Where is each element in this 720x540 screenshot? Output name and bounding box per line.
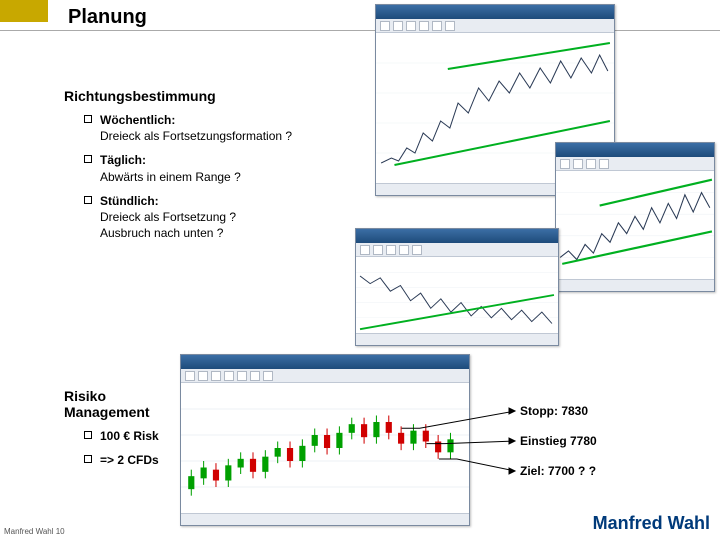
chart-statusbar [181,513,469,525]
toolbar-icon[interactable] [573,159,583,169]
toolbar-icon[interactable] [445,21,455,31]
bullet-marker [84,196,92,204]
bullet-marker [84,455,92,463]
chart-toolbar [376,19,614,33]
bullet-item: Wöchentlich:Dreieck als Fortsetzungsform… [84,112,292,144]
toolbar-icon[interactable] [380,21,390,31]
toolbar-icon[interactable] [185,371,195,381]
bullet-marker [84,431,92,439]
chart-titlebar [356,229,558,243]
annotation-stopp: Stopp: 7830 [520,404,588,418]
toolbar-icon[interactable] [412,245,422,255]
toolbar-icon[interactable] [432,21,442,31]
bullet-text: Wöchentlich:Dreieck als Fortsetzungsform… [100,112,292,144]
chart-titlebar [376,5,614,19]
bullet-item: => 2 CFDs [84,452,159,468]
chart-titlebar [556,143,714,157]
bullet-text: Stündlich:Dreieck als Fortsetzung ?Ausbr… [100,193,236,242]
footer-right: Manfred Wahl [593,513,710,534]
section-heading-risk: RisikoManagement [64,388,150,420]
toolbar-icon[interactable] [393,21,403,31]
accent-block [0,0,48,22]
toolbar-icon[interactable] [198,371,208,381]
chart-daily [555,142,715,292]
toolbar-icon[interactable] [599,159,609,169]
bullet-item: Täglich:Abwärts in einem Range ? [84,152,292,184]
bullet-list-risk: 100 € Risk => 2 CFDs [84,428,159,476]
footer-left: Manfred Wahl 10 [4,527,65,536]
toolbar-icon[interactable] [237,371,247,381]
toolbar-icon[interactable] [373,245,383,255]
toolbar-icon[interactable] [586,159,596,169]
annotation-einstieg: Einstieg 7780 [520,434,597,448]
toolbar-icon[interactable] [360,245,370,255]
bullet-list-direction: Wöchentlich:Dreieck als Fortsetzungsform… [84,112,292,249]
bullet-marker [84,155,92,163]
bullet-item: 100 € Risk [84,428,159,444]
chart-entry [180,354,470,526]
toolbar-icon[interactable] [419,21,429,31]
chart-plot [556,171,714,279]
bullet-item: Stündlich:Dreieck als Fortsetzung ?Ausbr… [84,193,292,242]
chart-toolbar [181,369,469,383]
bullet-text: => 2 CFDs [100,452,159,468]
bullet-marker [84,115,92,123]
chart-plot [356,257,558,333]
toolbar-icon[interactable] [406,21,416,31]
toolbar-icon[interactable] [560,159,570,169]
toolbar-icon[interactable] [211,371,221,381]
toolbar-icon[interactable] [250,371,260,381]
toolbar-icon[interactable] [399,245,409,255]
chart-toolbar [556,157,714,171]
chart-statusbar [556,279,714,291]
toolbar-icon[interactable] [386,245,396,255]
chart-titlebar [181,355,469,369]
bullet-text: Täglich:Abwärts in einem Range ? [100,152,241,184]
chart-hourly [355,228,559,346]
chart-statusbar [356,333,558,345]
bullet-text: 100 € Risk [100,428,159,444]
annotation-ziel: Ziel: 7700 ? ? [520,464,596,478]
toolbar-icon[interactable] [224,371,234,381]
toolbar-icon[interactable] [263,371,273,381]
chart-plot [181,383,469,513]
page-title: Planung [68,6,147,29]
section-heading-direction: Richtungsbestimmung [64,88,216,104]
chart-toolbar [356,243,558,257]
